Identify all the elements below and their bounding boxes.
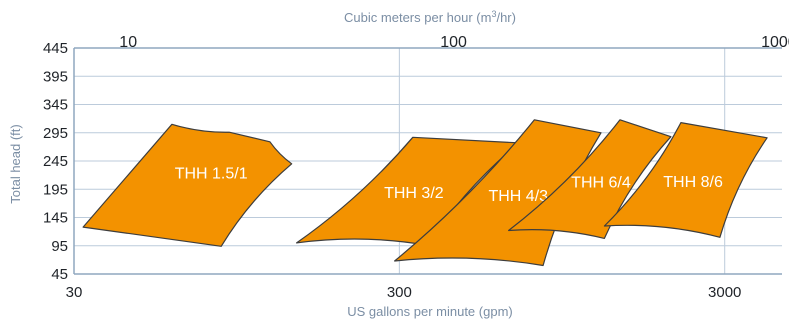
- series-label-4: THH 8/6: [663, 174, 723, 191]
- y-tick-label: 45: [51, 266, 68, 283]
- top-axis-title-suffix: /hr): [496, 10, 516, 25]
- series-label-2: THH 4/3: [488, 188, 548, 205]
- y-tick-label: 95: [51, 238, 68, 255]
- series-area-3: [508, 119, 672, 239]
- y-tick-label: 395: [43, 68, 68, 85]
- x-axis-title: US gallons per minute (gpm): [347, 304, 512, 319]
- y-tick-label: 295: [43, 125, 68, 142]
- series-area-1: [296, 136, 520, 246]
- axis-layer: 45 95 145 195 245 295 345 395 445 30 300 3000 10 100 1…: [43, 34, 789, 301]
- series-label-1: THH 3/2: [384, 185, 444, 202]
- series-area-0: [82, 123, 293, 247]
- y-tick-label: 445: [43, 40, 68, 57]
- top-axis-title: Cubic meters per hour (m3/hr): [344, 9, 516, 25]
- series-label-3: THH 6/4: [571, 174, 631, 191]
- x-tick-label: 30: [66, 284, 83, 301]
- top-tick-label: 100: [440, 34, 467, 51]
- x-tick-label: 300: [387, 284, 412, 301]
- top-tick-label: 10: [119, 34, 137, 51]
- top-axis-title-superscript: 3: [491, 9, 496, 19]
- series-layer: THH 1.5/1 THH 3/2 THH 4/3 THH 6/4 THH 8/6: [82, 119, 768, 267]
- y-tick-label: 245: [43, 153, 68, 170]
- y-tick-label: 145: [43, 210, 68, 227]
- y-axis-title: Total head (ft): [8, 124, 23, 204]
- series-area-4: [603, 122, 768, 238]
- series-label-0: THH 1.5/1: [175, 166, 248, 183]
- y-tick-label: 195: [43, 181, 68, 198]
- x-tick-label: 3000: [708, 284, 741, 301]
- top-axis-title-prefix: Cubic meters per hour (m: [344, 10, 491, 25]
- y-tick-label: 345: [43, 97, 68, 114]
- top-tick-label: 1000: [761, 34, 789, 51]
